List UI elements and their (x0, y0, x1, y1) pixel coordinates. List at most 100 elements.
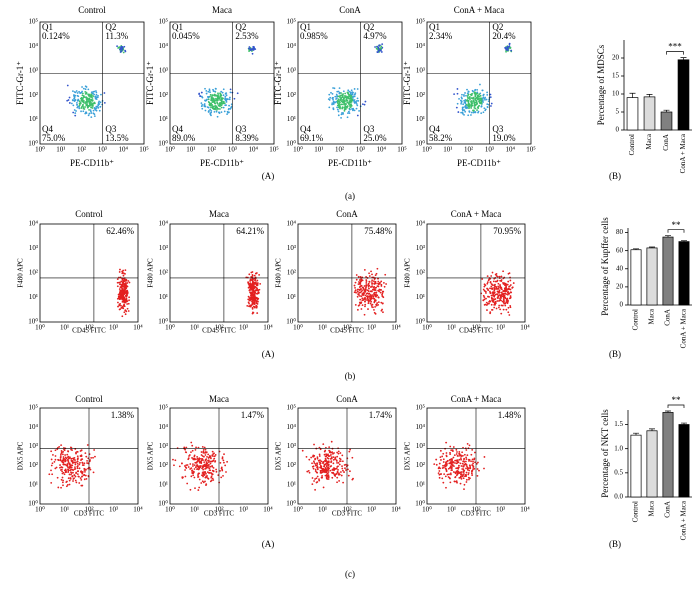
event-dot (69, 465, 71, 467)
x-axis-label: PE-CD11b⁺ (328, 158, 372, 168)
bar (627, 98, 638, 130)
event-dot (468, 479, 470, 481)
event-dot (211, 100, 213, 102)
event-dot (343, 107, 345, 109)
event-dot (86, 478, 88, 480)
event-dot (215, 454, 217, 456)
event-dot (81, 86, 83, 88)
category-label: ConA (662, 134, 670, 151)
event-dot (455, 467, 457, 469)
event-dot (205, 460, 207, 462)
event-dot (85, 88, 87, 90)
event-dot (378, 297, 380, 299)
event-dot (67, 466, 69, 468)
event-dot (248, 273, 250, 275)
x-tick-label: 10¹ (60, 506, 69, 514)
event-dot (328, 446, 330, 448)
event-dot (346, 97, 348, 99)
event-dot (508, 46, 510, 48)
event-dot (60, 487, 62, 489)
event-dot (460, 459, 462, 461)
event-dot (462, 455, 464, 457)
event-dot (187, 458, 189, 460)
event-dot (74, 91, 76, 93)
event-dot (95, 90, 97, 92)
event-dot (471, 93, 473, 95)
event-dot (508, 307, 510, 309)
event-dot (473, 468, 475, 470)
event-dot (327, 467, 329, 469)
event-dot (474, 102, 476, 104)
event-dot (383, 282, 385, 284)
event-dot (68, 99, 70, 101)
event-dot (482, 98, 484, 100)
event-dot (358, 110, 360, 112)
event-dot (460, 474, 462, 476)
event-dot (323, 466, 325, 468)
event-dot (72, 480, 74, 482)
y-tick-label: 10³ (416, 244, 425, 252)
event-dot (373, 280, 375, 282)
event-dot (71, 469, 73, 471)
event-dot (230, 91, 232, 93)
event-dot (208, 464, 210, 466)
event-dot (328, 476, 330, 478)
event-dot (451, 461, 453, 463)
y-tick-label: 10⁰ (158, 318, 168, 326)
event-dot (328, 107, 330, 109)
event-dot (373, 302, 375, 304)
x-tick-label: 10¹ (443, 146, 452, 154)
event-dot (465, 102, 467, 104)
event-dot (377, 283, 379, 285)
event-dot (57, 477, 59, 479)
event-dot (483, 111, 485, 113)
y-tick-label: 10⁵ (416, 18, 426, 26)
event-dot (61, 469, 63, 471)
event-dot (470, 460, 472, 462)
event-dot (77, 92, 79, 94)
event-dot (333, 467, 335, 469)
event-dot (478, 93, 480, 95)
event-dot (362, 103, 364, 105)
event-dot (501, 276, 503, 278)
event-dot (331, 469, 333, 471)
event-dot (211, 454, 213, 456)
event-dot (359, 302, 361, 304)
event-dot (125, 288, 127, 290)
quadrant-percent: 13.5% (105, 133, 129, 143)
event-dot (81, 106, 83, 108)
x-tick-label: 10⁴ (520, 324, 530, 332)
event-dot (330, 461, 332, 463)
event-dot (472, 461, 474, 463)
event-dot (217, 96, 219, 98)
x-tick-label: 10⁴ (133, 506, 143, 514)
event-dot (74, 97, 76, 99)
quadrant-percent: 58.2% (429, 133, 453, 143)
event-dot (63, 456, 65, 458)
y-tick-label: 10¹ (416, 115, 425, 123)
event-dot (494, 298, 496, 300)
event-dot (313, 444, 315, 446)
event-dot (192, 463, 194, 465)
event-dot (185, 476, 187, 478)
event-dot (222, 92, 224, 94)
event-dot (469, 445, 471, 447)
event-dot (127, 308, 129, 310)
event-dot (439, 477, 441, 479)
event-dot (371, 286, 373, 288)
event-dot (211, 461, 213, 463)
gate-percent: 62.46% (106, 226, 134, 236)
event-dot (126, 292, 128, 294)
event-dot (75, 464, 77, 466)
quadrant-percent: 75.0% (42, 133, 66, 143)
event-dot (224, 111, 226, 113)
y-axis-label: DX5 APC (404, 441, 412, 470)
event-dot (328, 478, 330, 480)
event-dot (477, 475, 479, 477)
event-dot (495, 294, 497, 296)
event-dot (336, 91, 338, 93)
event-dot (220, 476, 222, 478)
event-dot (51, 465, 53, 467)
event-dot (218, 104, 220, 106)
event-dot (328, 465, 330, 467)
